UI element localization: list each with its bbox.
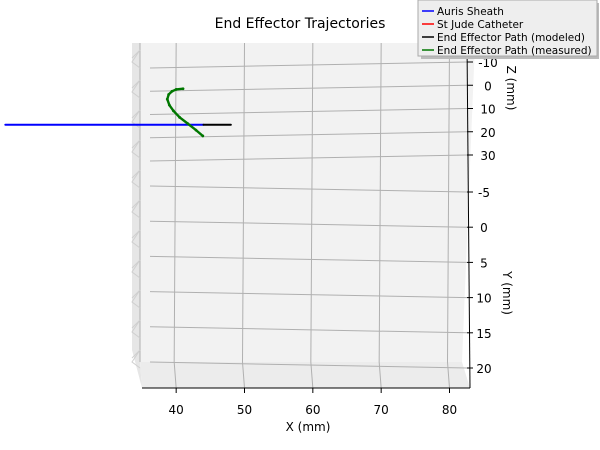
x-gridline	[447, 42, 450, 363]
y-gridline	[149, 255, 468, 263]
x-axis-label: X (mm)	[286, 420, 331, 434]
y-axis-label: Y (mm)	[500, 270, 514, 315]
back-pane	[140, 43, 475, 362]
legend-label: End Effector Path (measured)	[437, 45, 592, 57]
x-gridline	[242, 42, 245, 363]
z-gridline	[149, 108, 468, 115]
series-point	[167, 103, 171, 107]
y-tick-label: 15	[476, 327, 491, 341]
y-tick-label: 0	[480, 221, 488, 235]
y-tick-label: -5	[478, 186, 490, 200]
y-tick-label: 10	[476, 292, 491, 306]
bottom-pane	[140, 362, 470, 388]
z-tick-label: 20	[480, 126, 495, 140]
y-gridline	[149, 291, 468, 299]
series-point	[170, 89, 174, 93]
y-tick-label: 20	[476, 362, 491, 376]
series-group	[4, 87, 232, 138]
series-point	[174, 88, 178, 91]
z-gridline	[149, 84, 468, 92]
series-point	[165, 97, 169, 101]
depth-gridline	[131, 319, 141, 339]
legend-label: End Effector Path (modeled)	[437, 32, 585, 44]
x-gridline	[310, 42, 314, 363]
series-point	[172, 109, 175, 113]
depth-gridline	[131, 349, 141, 369]
legend-label: St Jude Catheter	[437, 19, 524, 31]
x-tick-label: 60	[305, 403, 320, 417]
depth-gridline	[131, 289, 141, 309]
depth-gridline	[131, 49, 141, 69]
series-point	[201, 134, 205, 138]
z-tick-label: 30	[480, 149, 495, 163]
series-point	[186, 122, 190, 126]
series-point	[167, 93, 171, 96]
depth-gridline	[131, 259, 141, 279]
x-floor-gridline	[447, 361, 450, 389]
y-gridline	[149, 326, 468, 334]
y-gridline	[149, 361, 468, 369]
series-point	[181, 87, 185, 91]
right-axis-line	[466, 42, 471, 389]
x-gridline	[173, 42, 177, 363]
x-gridline	[378, 42, 382, 363]
y-gridline	[149, 185, 468, 193]
depth-gridline	[131, 199, 141, 219]
x-tick-label: 50	[237, 403, 252, 417]
y-gridline	[149, 220, 468, 228]
z-gridline	[149, 61, 468, 69]
x-tick-label: 40	[169, 403, 184, 417]
depth-gridline	[131, 139, 141, 159]
depth-gridline	[131, 229, 141, 249]
x-floor-gridline	[310, 361, 314, 389]
legend-box	[417, 0, 598, 57]
z-gridline	[149, 154, 468, 162]
depth-gridline	[131, 79, 141, 99]
x-tick-label: 80	[442, 403, 457, 417]
series-point	[194, 128, 198, 132]
series-point	[178, 115, 181, 119]
z-tick-label: -10	[478, 56, 498, 70]
z-tick-label: 0	[484, 79, 492, 93]
axes	[142, 42, 473, 393]
z-axis-label: Z (mm)	[504, 66, 518, 111]
y-tick-label: 5	[480, 256, 488, 270]
x-floor-gridline	[242, 361, 245, 389]
legend-label: Auris Sheath	[437, 6, 504, 18]
depth-gridline	[131, 169, 141, 189]
tick-labels: 40 50 60 70 80 -10 0 10 20 30 -5 0 5 10 15 20	[169, 56, 498, 417]
x-tick-label: 70	[374, 403, 389, 417]
chart-title: End Effector Trajectories	[215, 16, 386, 32]
z-tick-label: 10	[480, 103, 495, 117]
x-floor-gridline	[173, 361, 177, 389]
